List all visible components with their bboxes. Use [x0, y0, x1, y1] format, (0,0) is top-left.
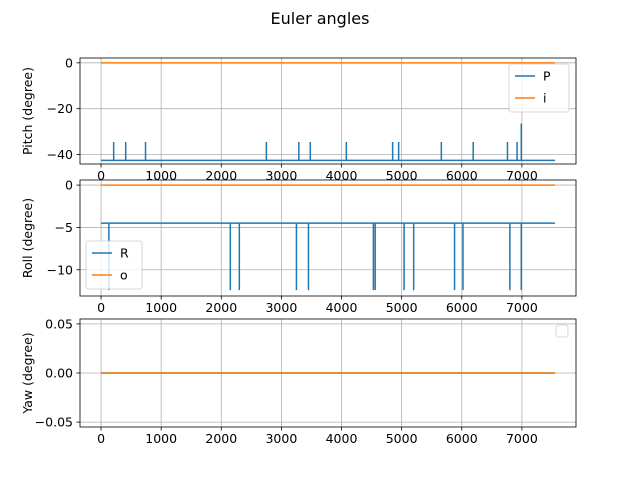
- x-tick-label: 5000: [386, 431, 418, 446]
- legend-box: [508, 63, 570, 113]
- y-axis-label: Yaw (degree): [20, 332, 35, 414]
- x-tick-label: 7000: [506, 431, 538, 446]
- axes-frame: [79, 179, 577, 297]
- legend-box: [85, 240, 143, 290]
- x-tick-label: 5000: [386, 168, 418, 183]
- x-tick-label: 3000: [265, 431, 297, 446]
- x-tick-label: 2000: [205, 431, 237, 446]
- x-tick-label: 1000: [145, 168, 177, 183]
- legend-label: P: [543, 69, 551, 84]
- series-line-P: [101, 123, 555, 162]
- x-tick-label: 5000: [386, 300, 418, 315]
- x-tick-label: 3000: [265, 168, 297, 183]
- y-tick-label: −5: [55, 220, 73, 235]
- legend-box: [555, 324, 569, 338]
- legend-label: i: [543, 91, 546, 106]
- x-tick-label: 6000: [446, 300, 478, 315]
- y-tick-label: −20: [47, 101, 73, 116]
- y-tick-label: 0.00: [45, 366, 73, 381]
- y-tick-label: −0.05: [35, 415, 73, 430]
- x-tick-label: 6000: [446, 431, 478, 446]
- x-tick-label: 2000: [205, 168, 237, 183]
- legend: [555, 324, 569, 338]
- x-tick-label: 3000: [265, 300, 297, 315]
- x-tick-label: 2000: [205, 300, 237, 315]
- x-tick-label: 4000: [326, 431, 358, 446]
- axes-panel-2: 0 1000 2000 3000 4000 5000 6000 7000 0 −5 −10 Roll …: [20, 178, 577, 315]
- x-tick-label: 4000: [326, 300, 358, 315]
- y-axis-label: Pitch (degree): [20, 67, 35, 155]
- x-tick-label: 7000: [506, 300, 538, 315]
- axes-panel-3: 0 1000 2000 3000 4000 5000 6000 7000 0.05 0.00 −0.…: [20, 316, 577, 446]
- legend: Ro: [85, 240, 143, 290]
- y-tick-label: 0: [65, 55, 73, 70]
- axes-frame: [79, 57, 577, 165]
- series-line-R: [101, 222, 555, 291]
- legend-label: o: [120, 268, 128, 283]
- y-tick-label: 0: [65, 178, 73, 193]
- x-tick-label: 4000: [326, 168, 358, 183]
- x-tick-label: 7000: [506, 168, 538, 183]
- legend-label: R: [120, 246, 129, 261]
- axes-panel-1: 0 1000 2000 3000 4000 5000 6000 7000 0 −20 −40 Pitc…: [20, 55, 577, 183]
- y-axis-label: Roll (degree): [20, 198, 35, 278]
- x-tick-label: 6000: [446, 168, 478, 183]
- legend: Pi: [508, 63, 570, 113]
- y-tick-label: −40: [47, 147, 73, 162]
- x-tick-label: 1000: [145, 300, 177, 315]
- x-tick-label: 0: [97, 431, 105, 446]
- x-tick-label: 1000: [145, 431, 177, 446]
- x-tick-label: 0: [97, 300, 105, 315]
- figure-title: Euler angles: [271, 9, 370, 28]
- x-tick-label: 0: [97, 168, 105, 183]
- y-tick-label: 0.05: [45, 316, 73, 331]
- y-tick-label: −10: [47, 262, 73, 277]
